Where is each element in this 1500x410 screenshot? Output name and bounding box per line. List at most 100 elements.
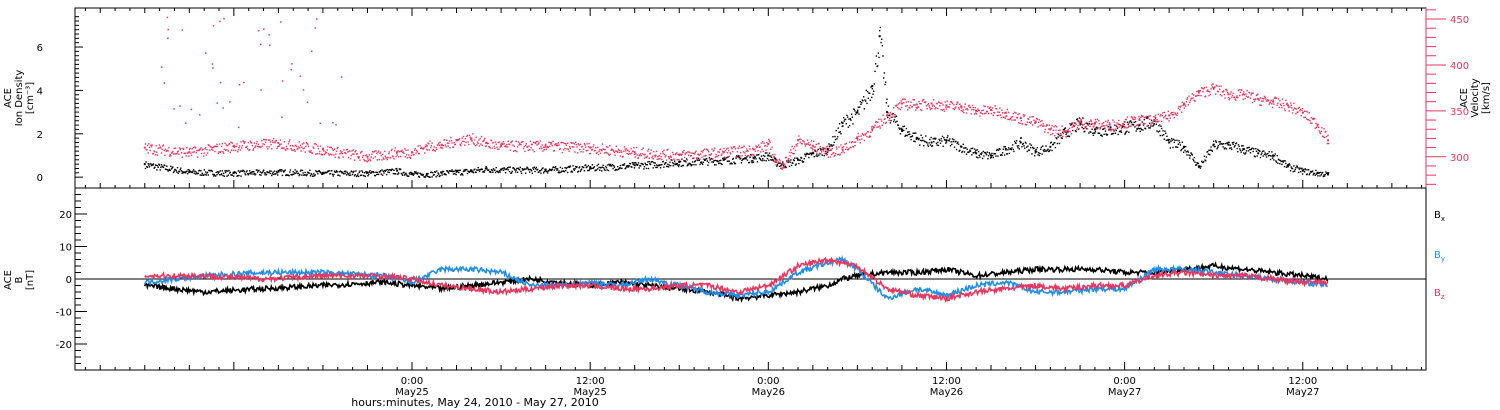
velocity-point — [271, 140, 274, 142]
velocity-point — [874, 124, 876, 126]
velocity-point — [856, 136, 858, 138]
velocity-point — [945, 108, 948, 110]
density-point — [1133, 121, 1135, 124]
velocity-point — [202, 148, 204, 150]
velocity-point — [544, 146, 546, 149]
density-point — [338, 171, 340, 173]
velocity-point — [546, 146, 548, 149]
density-point — [1082, 127, 1085, 130]
velocity-point — [766, 141, 768, 144]
density-point — [752, 156, 755, 159]
velocity-point — [669, 155, 672, 157]
velocity-point — [1033, 119, 1035, 122]
velocity-point — [1278, 106, 1280, 109]
density-point — [618, 167, 620, 170]
density-point — [1289, 170, 1292, 172]
density-point — [352, 171, 354, 174]
density-point — [812, 151, 814, 154]
velocity-point — [412, 151, 414, 154]
velocity-point — [365, 154, 368, 156]
density-point — [167, 170, 169, 172]
velocity-point — [211, 147, 213, 149]
velocity-point — [1017, 113, 1019, 116]
velocity-point — [309, 151, 312, 153]
velocity-point — [366, 161, 368, 163]
density-point — [1193, 156, 1196, 159]
velocity-point — [1128, 122, 1131, 124]
velocity-point — [1046, 124, 1049, 126]
density-point — [1126, 121, 1129, 123]
density-point — [144, 167, 147, 170]
velocity-point — [181, 29, 184, 31]
density-point — [268, 171, 270, 174]
velocity-point — [1295, 108, 1298, 110]
velocity-point — [901, 106, 903, 109]
velocity-point — [834, 152, 837, 155]
velocity-point — [673, 158, 675, 160]
density-point — [1077, 120, 1079, 122]
velocity-point — [1127, 126, 1129, 129]
velocity-point — [291, 145, 294, 147]
density-point — [1008, 152, 1011, 155]
density-point — [1172, 146, 1174, 149]
density-point — [850, 113, 853, 115]
velocity-point — [473, 143, 475, 145]
density-point — [684, 160, 686, 162]
velocity-point — [313, 147, 315, 150]
velocity-point — [626, 152, 628, 155]
density-point — [1065, 133, 1067, 136]
velocity-point — [1007, 111, 1010, 114]
density-point — [1286, 165, 1289, 168]
density-point — [566, 166, 568, 169]
velocity-point — [1074, 124, 1076, 127]
density-point — [1132, 124, 1135, 126]
density-point — [1237, 151, 1239, 153]
density-point — [1242, 145, 1244, 147]
velocity-point — [1183, 107, 1186, 109]
density-point — [880, 38, 883, 40]
velocity-point — [713, 147, 716, 149]
density-point — [416, 173, 419, 175]
velocity-point — [981, 113, 984, 115]
density-point — [179, 169, 181, 171]
density-point — [930, 136, 932, 139]
velocity-point — [1310, 117, 1312, 119]
density-point — [990, 156, 992, 159]
velocity-point — [661, 151, 664, 153]
velocity-point — [154, 150, 156, 153]
velocity-point — [259, 43, 262, 46]
velocity-point — [913, 99, 916, 101]
density-point — [509, 166, 511, 168]
density-point — [1248, 146, 1250, 149]
velocity-point — [684, 153, 686, 155]
velocity-point — [1158, 120, 1160, 122]
density-point — [494, 169, 496, 171]
velocity-point — [1082, 124, 1084, 126]
velocity-point — [759, 146, 761, 148]
density-point — [1190, 153, 1193, 155]
velocity-point — [770, 148, 772, 150]
density-point — [1229, 147, 1231, 150]
velocity-point — [723, 147, 725, 150]
velocity-point — [811, 147, 813, 149]
velocity-point — [1143, 116, 1145, 119]
density-point — [685, 161, 687, 163]
velocity-point — [786, 161, 789, 164]
velocity-point — [1243, 94, 1246, 96]
density-point — [776, 164, 779, 166]
velocity-point — [1080, 119, 1083, 121]
density-point — [176, 166, 179, 169]
density-point — [962, 143, 964, 146]
density-point — [197, 172, 199, 174]
velocity-point — [167, 150, 169, 152]
velocity-point — [434, 150, 437, 152]
velocity-point — [237, 126, 240, 129]
density-point — [555, 168, 558, 170]
velocity-point — [830, 153, 833, 156]
velocity-point — [307, 145, 310, 147]
velocity-point — [377, 151, 379, 154]
velocity-point — [985, 112, 987, 115]
density-point — [722, 159, 725, 161]
density-point — [204, 171, 207, 173]
